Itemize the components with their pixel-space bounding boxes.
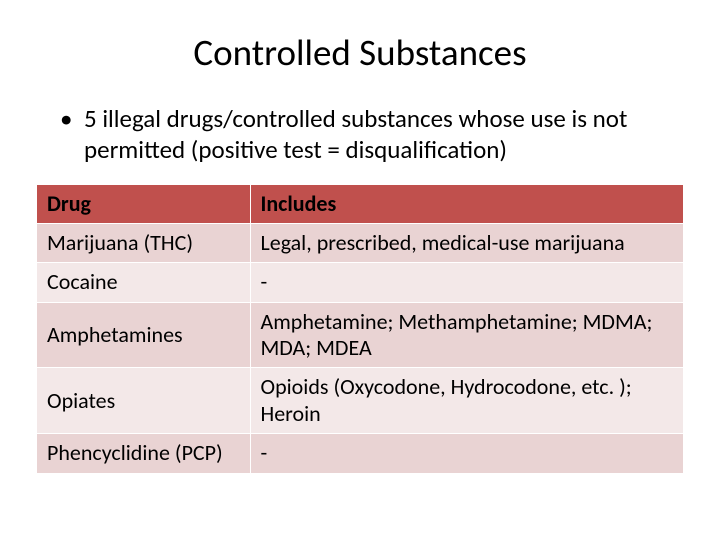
bullet-text: 5 illegal drugs/controlled substances wh…: [84, 103, 684, 166]
table-row: Marijuana (THC) Legal, prescribed, medic…: [37, 223, 684, 262]
cell-includes: Opioids (Oxycodone, Hydrocodone, etc. );…: [250, 368, 684, 434]
cell-includes: Amphetamine; Methamphetamine; MDMA; MDA;…: [250, 302, 684, 368]
bullet-marker: •: [60, 103, 84, 166]
cell-includes: Legal, prescribed, medical-use marijuana: [250, 223, 684, 262]
cell-includes: -: [250, 434, 684, 473]
cell-drug: Marijuana (THC): [37, 223, 251, 262]
substances-table: Drug Includes Marijuana (THC) Legal, pre…: [36, 184, 684, 474]
bullet-item: • 5 illegal drugs/controlled substances …: [60, 103, 684, 166]
table-body: Marijuana (THC) Legal, prescribed, medic…: [37, 223, 684, 473]
table-row: Amphetamines Amphetamine; Methamphetamin…: [37, 302, 684, 368]
page-title: Controlled Substances: [36, 30, 684, 75]
cell-includes: -: [250, 263, 684, 302]
cell-drug: Phencyclidine (PCP): [37, 434, 251, 473]
bullet-list: • 5 illegal drugs/controlled substances …: [60, 103, 684, 166]
table-row: Cocaine -: [37, 263, 684, 302]
cell-drug: Opiates: [37, 368, 251, 434]
column-header-drug: Drug: [37, 184, 251, 223]
slide-container: Controlled Substances • 5 illegal drugs/…: [0, 0, 720, 540]
table-row: Phencyclidine (PCP) -: [37, 434, 684, 473]
table-header-row: Drug Includes: [37, 184, 684, 223]
cell-drug: Cocaine: [37, 263, 251, 302]
column-header-includes: Includes: [250, 184, 684, 223]
table-row: Opiates Opioids (Oxycodone, Hydrocodone,…: [37, 368, 684, 434]
cell-drug: Amphetamines: [37, 302, 251, 368]
